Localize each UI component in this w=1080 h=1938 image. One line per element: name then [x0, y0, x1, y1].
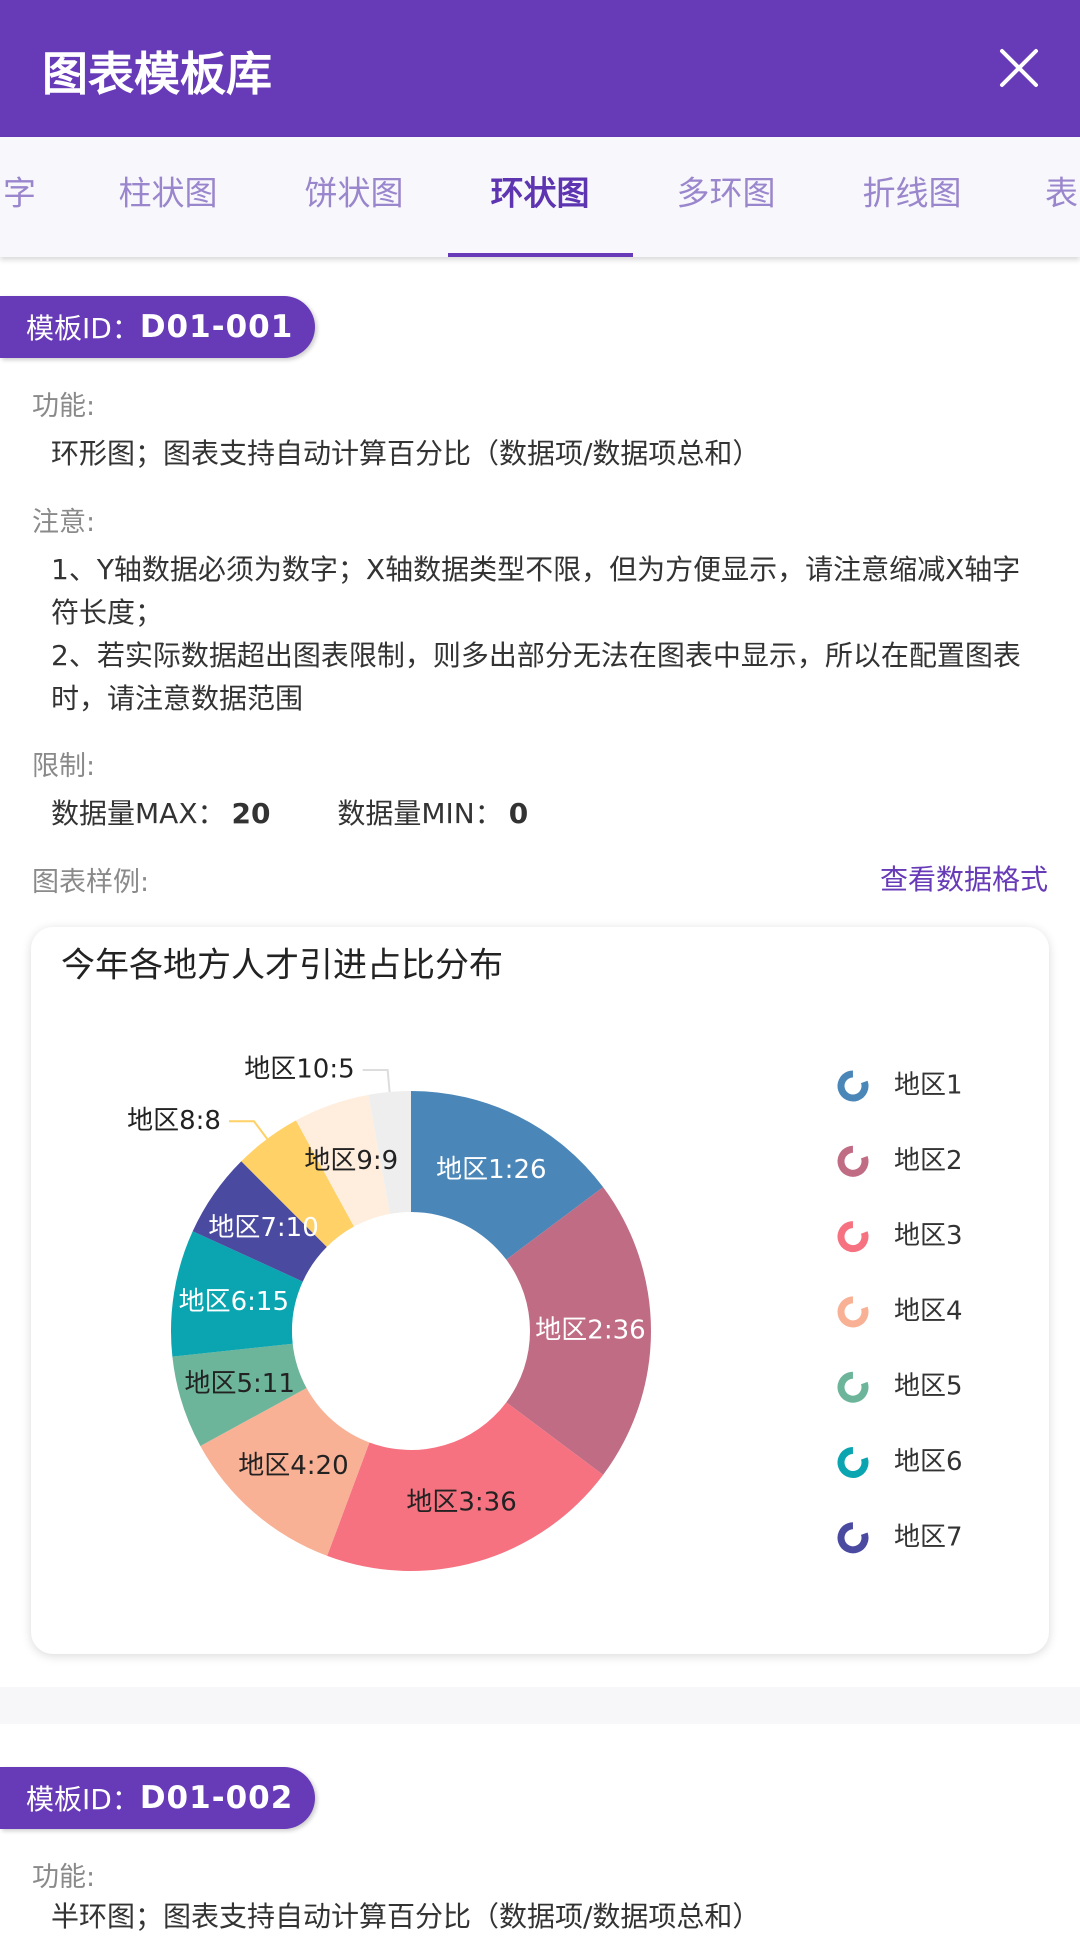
section-label: 功能:: [32, 1862, 96, 1893]
donut-slice: [241, 1120, 354, 1247]
data-label: 地区4:20: [238, 1451, 348, 1481]
app-title: 图表模板库: [42, 47, 272, 101]
legend-label: 地区4: [894, 1296, 963, 1326]
function-text: 环形图；图表支持自动计算百分比（数据项/数据项总和）: [51, 437, 761, 470]
limit-row: 数据量MAX： 20 数据量MIN： 0: [51, 792, 528, 835]
data-label: 地区9:9: [304, 1146, 398, 1176]
data-label: 地区3:36: [406, 1488, 516, 1518]
section-label: 图表样例:: [32, 867, 150, 898]
donut-slice: [411, 1091, 604, 1260]
leader-line: [228, 1120, 268, 1140]
donut-slice: [172, 1343, 307, 1447]
tab[interactable]: 柱状图: [119, 174, 218, 213]
template-id-label: 模板ID：: [26, 312, 140, 345]
tab[interactable]: 表: [1045, 174, 1078, 213]
tab-bar: 字 柱状图 饼状图 环状图 多环图 折线图 表: [0, 137, 1080, 257]
donut-slice: [200, 1388, 370, 1556]
legend-label: 地区7: [894, 1522, 963, 1552]
min-label: 数据量MIN：: [337, 797, 503, 830]
data-label: 地区2:36: [535, 1316, 645, 1346]
min-value: 0: [508, 797, 529, 830]
data-label: 地区1:26: [436, 1155, 546, 1185]
section-label: 限制:: [32, 751, 96, 782]
tab[interactable]: 多环图: [677, 174, 776, 213]
legend-icon: [837, 1447, 869, 1478]
donut-slice: [327, 1402, 604, 1571]
legend-icon: [837, 1070, 869, 1102]
legend-icon: [838, 1598, 869, 1629]
data-label: 地区7:10: [208, 1213, 318, 1243]
chart-card: 今年各地方人才引进占比分布 地区1:26 地区2:36 地区3:36 地区4:20 地区…: [31, 927, 1049, 1654]
legend: 地区1地区2地区3地区4地区5地区6地区7地区8地区9地区10: [837, 1070, 963, 1629]
legend-icon: [837, 1145, 869, 1177]
tab[interactable]: 饼状图: [305, 174, 404, 213]
legend-icon: [837, 1296, 869, 1328]
max-label: 数据量MAX：: [51, 797, 226, 830]
app-bar: 图表模板库: [0, 0, 1080, 137]
max-value: 20: [231, 797, 271, 830]
template-id-label: 模板ID：: [26, 1783, 140, 1816]
donut-slice: [368, 1091, 411, 1214]
legend-label: 地区1: [894, 1071, 963, 1101]
separator: [0, 1687, 1080, 1724]
legend-label: 地区6: [894, 1447, 963, 1477]
data-label: 地区6:15: [179, 1287, 289, 1317]
tab[interactable]: 字: [3, 174, 36, 213]
chart-title: 今年各地方人才引进占比分布: [61, 946, 503, 986]
data-label: 地区8:8: [127, 1106, 221, 1136]
template-id-badge: 模板ID： D01-002: [0, 1767, 315, 1829]
legend-icon: [837, 1522, 869, 1554]
tab-indicator: [448, 253, 633, 257]
legend-label: 地区8: [894, 1598, 963, 1628]
donut-slice: [506, 1187, 651, 1475]
note-text: 1、Y轴数据必须为数字；X轴数据类型不限，但为方便显示，请注意缩减X轴字符长度；: [51, 553, 1021, 629]
function-text: 半环图；图表支持自动计算百分比（数据项/数据项总和）: [51, 1900, 761, 1933]
tab[interactable]: 环状图: [491, 174, 590, 213]
tab[interactable]: 折线图: [863, 174, 962, 213]
template-id-badge: 模板ID： D01-001: [0, 296, 315, 358]
donut-slice: [295, 1094, 390, 1227]
legend-icon: [837, 1221, 869, 1253]
note-text: 2、若实际数据超出图表限制，则多出部分无法在图表中显示，所以在配置图表时，请注意…: [51, 639, 1021, 715]
donut-slice: [192, 1161, 327, 1282]
template-id: D01-002: [139, 1780, 294, 1816]
leader-line: [362, 1069, 391, 1093]
legend-label: 地区5: [894, 1372, 963, 1402]
section-label: 注意:: [32, 507, 96, 538]
close-button[interactable]: [998, 47, 1040, 89]
legend-label: 地区2: [894, 1146, 963, 1176]
data-label: 地区5:11: [185, 1369, 295, 1399]
template-id: D01-001: [139, 309, 294, 345]
section-label: 功能:: [32, 391, 96, 422]
view-format-link[interactable]: 查看数据格式: [879, 863, 1048, 896]
legend-label: 地区3: [894, 1221, 963, 1251]
chart: 今年各地方人才引进占比分布 地区1:26 地区2:36 地区3:36 地区4:20 地区…: [61, 946, 963, 1629]
data-label: 地区10:5: [244, 1055, 354, 1085]
legend-icon: [837, 1371, 869, 1403]
donut-slice: [171, 1231, 303, 1357]
